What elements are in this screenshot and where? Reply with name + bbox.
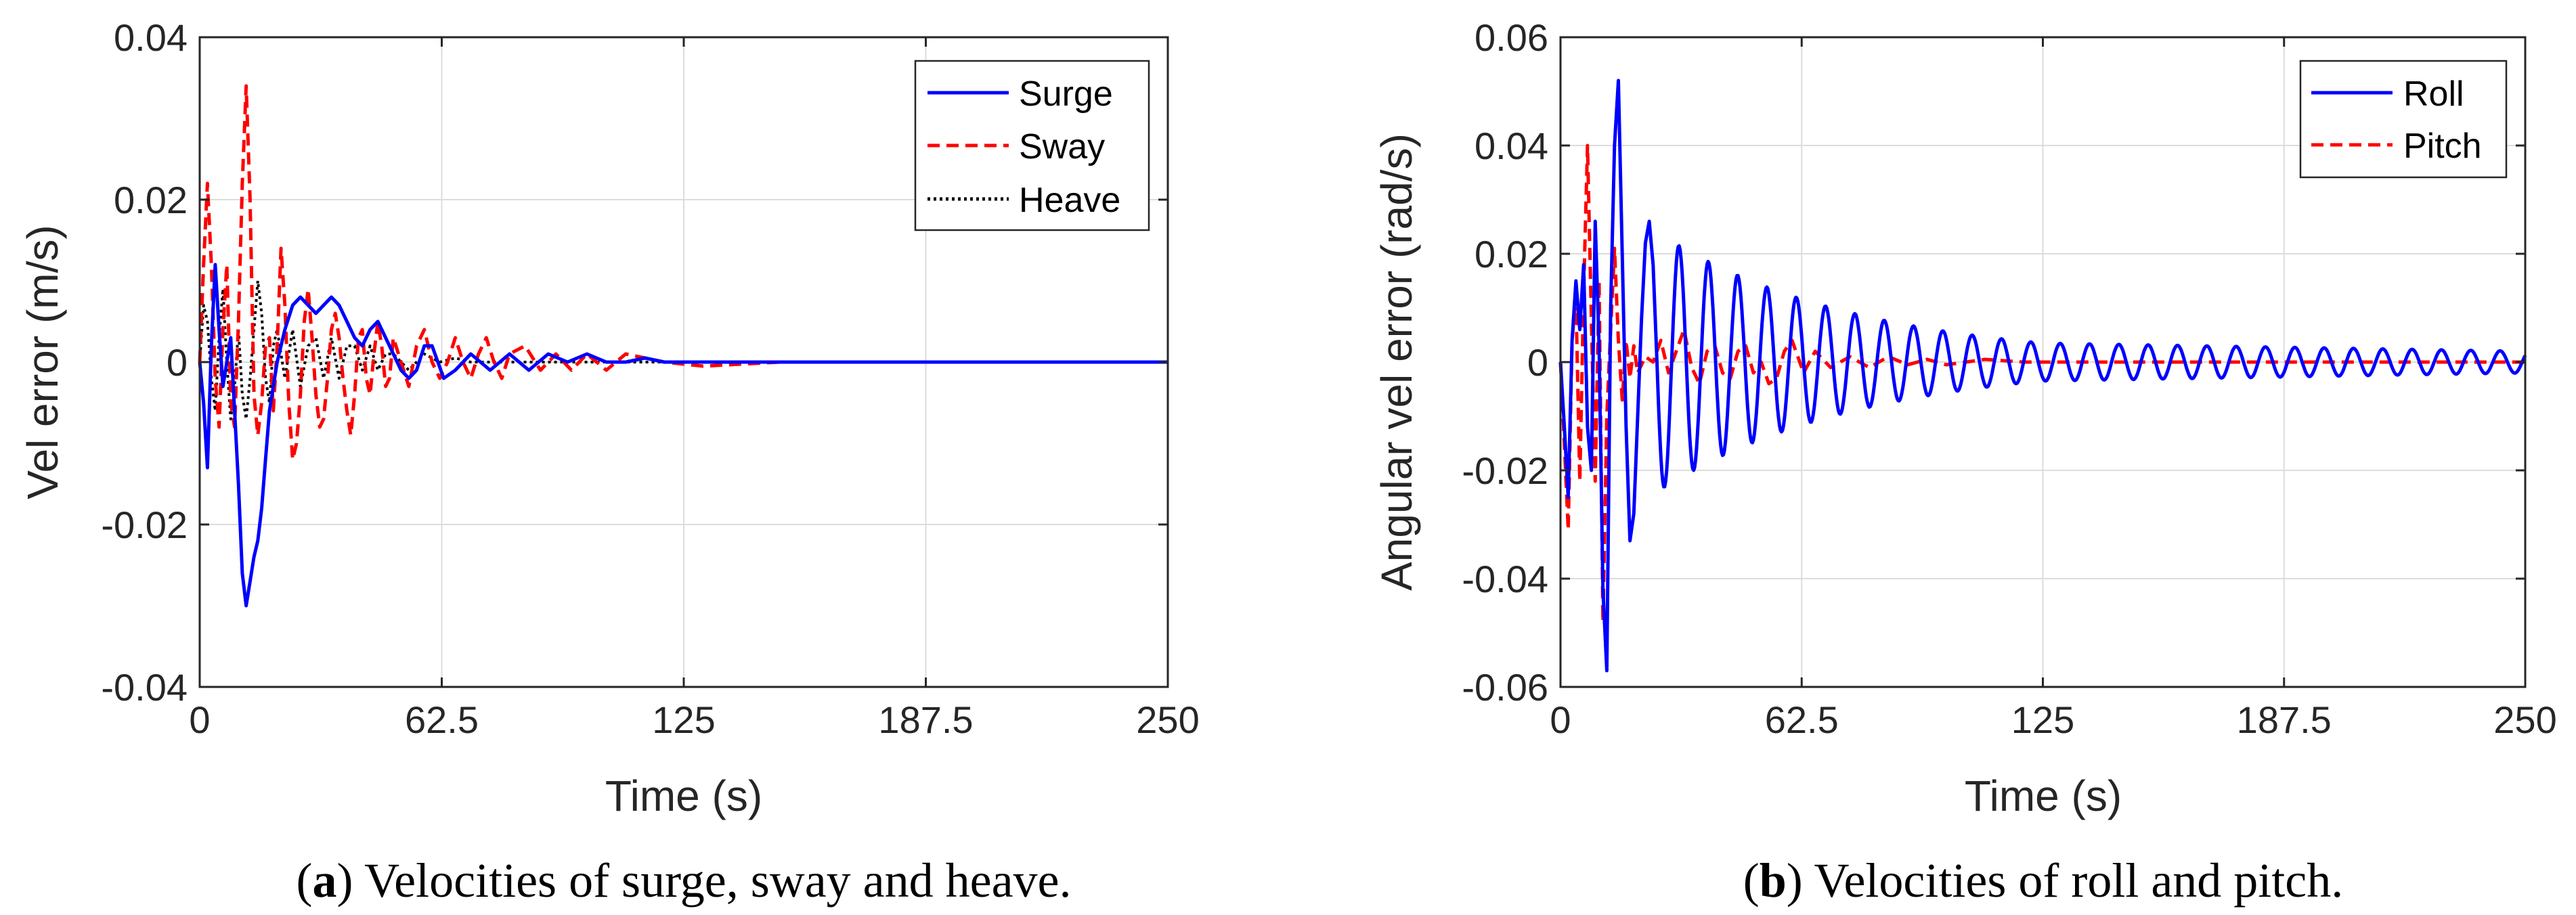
chart-b-ytick-label: -0.02 [1462, 449, 1548, 492]
chart-b-xtick-label: 250 [2493, 698, 2556, 741]
chart-a-caption-text: Velocities of surge, sway and heave. [364, 853, 1071, 908]
chart-b-caption: (b) Velocities of roll and pitch. [1743, 853, 2344, 908]
series-line-surge [198, 263, 1168, 608]
legend-label-pitch: Pitch [2403, 127, 2482, 166]
chart-a-ytick-label: -0.04 [101, 666, 188, 709]
legend-label-roll: Roll [2403, 74, 2464, 114]
chart-a-ytick-label: 0.04 [114, 16, 188, 59]
chart-a-ytick-label: 0 [167, 341, 188, 384]
chart-b-legend: Roll Pitch [2299, 60, 2508, 179]
series-line-heave [198, 280, 1168, 420]
series-line-pitch [1558, 143, 2525, 624]
chart-a: -0.04 -0.02 0 0.02 0.04 0 62.5 125 187.5 250 Vel… [18, 16, 1200, 908]
chart-a-caption-letter: a [312, 853, 336, 908]
chart-b-y-ticks: -0.06 -0.04 -0.02 0 0.02 0.04 0.06 [1462, 16, 2525, 709]
chart-a-plot-area [198, 84, 1168, 608]
chart-b-x-ticks: 0 62.5 125 187.5 250 [1550, 37, 2557, 741]
chart-b-xtick-label: 125 [2011, 698, 2074, 741]
chart-a-xtick-label: 187.5 [878, 698, 973, 741]
chart-a-ylabel: Vel error (m/s) [18, 225, 67, 499]
chart-b-xtick-label: 62.5 [1765, 698, 1839, 741]
chart-b-plot-area [1558, 79, 2527, 673]
chart-b-ytick-label: -0.06 [1462, 666, 1548, 709]
chart-b-ylabel: Angular vel error (rad/s) [1372, 133, 1421, 591]
legend-label-sway: Sway [1019, 127, 1105, 166]
chart-a-y-ticks: -0.04 -0.02 0 0.02 0.04 [101, 16, 1168, 709]
chart-a-xtick-label: 0 [189, 698, 210, 741]
chart-b: -0.06 -0.04 -0.02 0 0.02 0.04 0.06 0 62.5 125 187… [1372, 16, 2557, 908]
chart-b-caption-letter: b [1760, 853, 1787, 908]
chart-b-ytick-label: 0.06 [1475, 16, 1548, 59]
chart-a-caption: (a) Velocities of surge, sway and heave. [296, 853, 1071, 908]
chart-b-ytick-label: 0.04 [1475, 125, 1548, 167]
chart-a-xtick-label: 250 [1136, 698, 1199, 741]
chart-b-caption-text: Velocities of roll and pitch. [1814, 853, 2343, 908]
chart-b-ytick-label: 0.02 [1475, 233, 1548, 275]
chart-b-xtick-label: 187.5 [2237, 698, 2332, 741]
chart-a-xlabel: Time (s) [605, 772, 762, 820]
chart-b-xtick-label: 0 [1550, 698, 1571, 741]
chart-b-ytick-label: -0.04 [1462, 558, 1548, 600]
legend-label-heave: Heave [1019, 181, 1120, 220]
chart-a-ytick-label: 0.02 [114, 179, 188, 221]
chart-a-legend: Surge Sway Heave [914, 60, 1150, 231]
chart-a-xtick-label: 125 [652, 698, 715, 741]
legend-label-surge: Surge [1019, 74, 1113, 114]
chart-b-ytick-label: 0 [1527, 341, 1548, 384]
chart-a-x-ticks: 0 62.5 125 187.5 250 [189, 37, 1200, 741]
series-line-roll [1558, 79, 2527, 673]
chart-a-xtick-label: 62.5 [405, 698, 479, 741]
series-line-sway [198, 84, 1168, 462]
chart-b-xlabel: Time (s) [1965, 772, 2122, 820]
chart-a-ytick-label: -0.02 [101, 504, 188, 546]
